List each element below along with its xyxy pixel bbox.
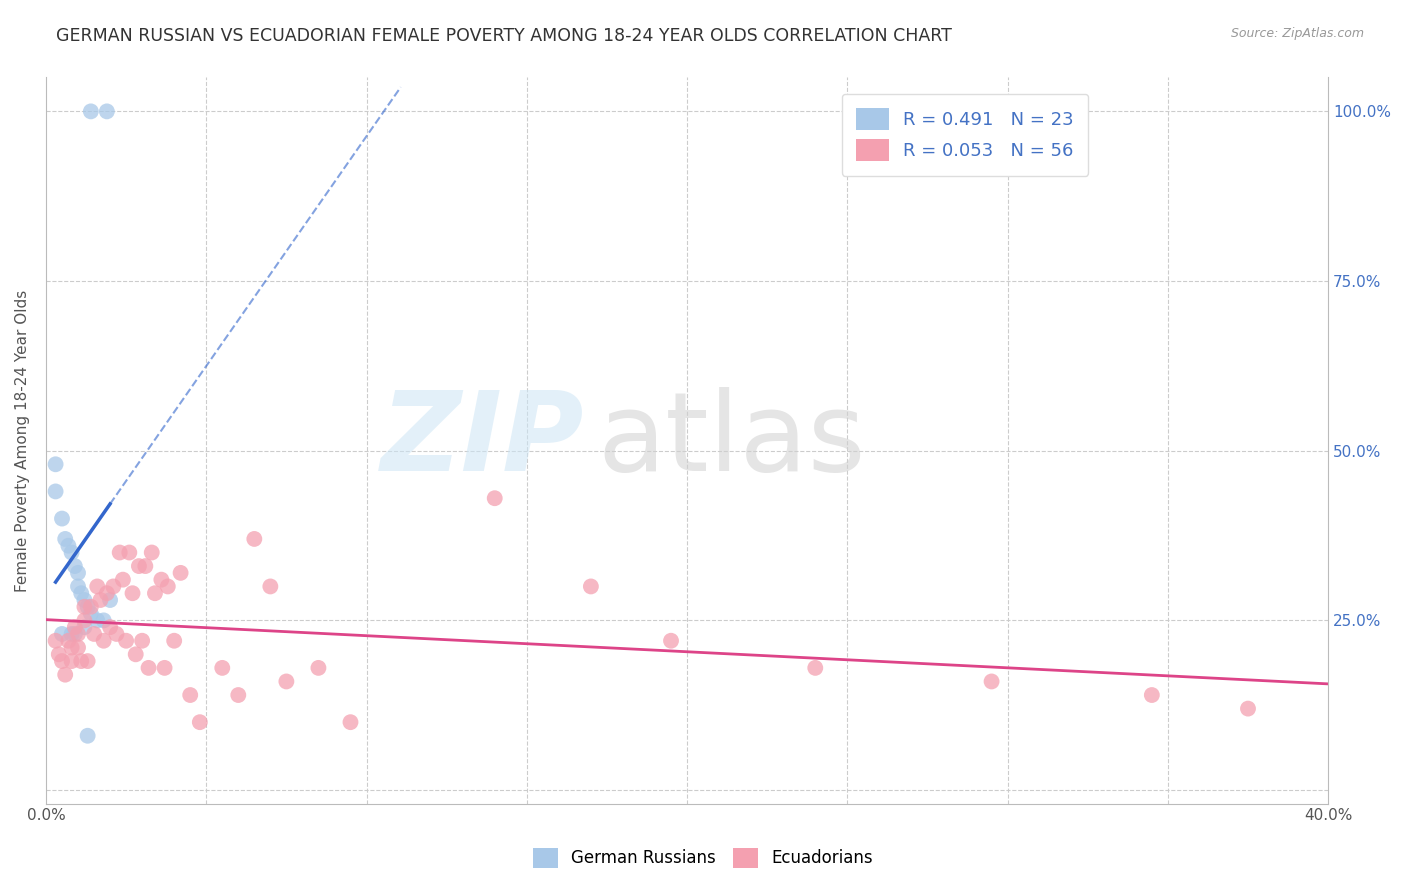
Legend: German Russians, Ecuadorians: German Russians, Ecuadorians bbox=[526, 841, 880, 875]
Point bbox=[51, 627, 73, 641]
Point bbox=[51, 654, 73, 668]
Point bbox=[243, 532, 266, 546]
Point bbox=[66, 566, 89, 580]
Point bbox=[66, 627, 89, 641]
Point bbox=[63, 559, 86, 574]
Point bbox=[98, 620, 121, 634]
Point bbox=[80, 607, 103, 621]
Point bbox=[73, 599, 96, 614]
Point bbox=[73, 620, 96, 634]
Point bbox=[51, 511, 73, 525]
Point bbox=[659, 633, 682, 648]
Point bbox=[211, 661, 233, 675]
Point bbox=[45, 457, 67, 471]
Point bbox=[86, 579, 108, 593]
Point bbox=[1140, 688, 1163, 702]
Point bbox=[226, 688, 249, 702]
Point bbox=[103, 579, 125, 593]
Point bbox=[188, 715, 211, 730]
Point bbox=[804, 661, 827, 675]
Point bbox=[53, 532, 76, 546]
Point bbox=[80, 104, 103, 119]
Point bbox=[93, 613, 115, 627]
Point bbox=[179, 688, 201, 702]
Point bbox=[156, 579, 179, 593]
Point bbox=[86, 613, 108, 627]
Point bbox=[96, 586, 118, 600]
Point bbox=[105, 627, 128, 641]
Point bbox=[45, 484, 67, 499]
Point bbox=[93, 633, 115, 648]
Point bbox=[45, 633, 67, 648]
Point bbox=[66, 640, 89, 655]
Point bbox=[58, 633, 80, 648]
Point bbox=[153, 661, 176, 675]
Point bbox=[60, 545, 83, 559]
Point bbox=[121, 586, 143, 600]
Point bbox=[63, 620, 86, 634]
Point bbox=[73, 613, 96, 627]
Point bbox=[1237, 701, 1260, 715]
Point bbox=[108, 545, 131, 559]
Point bbox=[134, 559, 156, 574]
Point bbox=[143, 586, 166, 600]
Point bbox=[484, 491, 506, 506]
Point bbox=[169, 566, 191, 580]
Point bbox=[48, 648, 70, 662]
Legend: R = 0.491   N = 23, R = 0.053   N = 56: R = 0.491 N = 23, R = 0.053 N = 56 bbox=[842, 94, 1088, 176]
Point bbox=[63, 627, 86, 641]
Point bbox=[339, 715, 361, 730]
Point bbox=[60, 627, 83, 641]
Text: atlas: atlas bbox=[598, 387, 866, 494]
Point bbox=[259, 579, 281, 593]
Point bbox=[115, 633, 138, 648]
Point bbox=[980, 674, 1002, 689]
Point bbox=[98, 593, 121, 607]
Point bbox=[60, 640, 83, 655]
Point bbox=[66, 579, 89, 593]
Point bbox=[307, 661, 329, 675]
Point bbox=[276, 674, 298, 689]
Point bbox=[579, 579, 602, 593]
Point bbox=[76, 599, 98, 614]
Point bbox=[118, 545, 141, 559]
Point bbox=[58, 539, 80, 553]
Point bbox=[60, 654, 83, 668]
Point bbox=[89, 593, 111, 607]
Point bbox=[138, 661, 160, 675]
Point bbox=[125, 648, 148, 662]
Point bbox=[70, 654, 93, 668]
Point bbox=[150, 573, 173, 587]
Point bbox=[96, 104, 118, 119]
Text: Source: ZipAtlas.com: Source: ZipAtlas.com bbox=[1230, 27, 1364, 40]
Point bbox=[128, 559, 150, 574]
Point bbox=[141, 545, 163, 559]
Point bbox=[80, 599, 103, 614]
Point bbox=[131, 633, 153, 648]
Point bbox=[76, 729, 98, 743]
Text: ZIP: ZIP bbox=[381, 387, 585, 494]
Point bbox=[76, 654, 98, 668]
Point bbox=[70, 586, 93, 600]
Y-axis label: Female Poverty Among 18-24 Year Olds: Female Poverty Among 18-24 Year Olds bbox=[15, 289, 30, 591]
Point bbox=[111, 573, 134, 587]
Point bbox=[73, 593, 96, 607]
Point bbox=[83, 627, 105, 641]
Point bbox=[163, 633, 186, 648]
Text: GERMAN RUSSIAN VS ECUADORIAN FEMALE POVERTY AMONG 18-24 YEAR OLDS CORRELATION CH: GERMAN RUSSIAN VS ECUADORIAN FEMALE POVE… bbox=[56, 27, 952, 45]
Point bbox=[53, 667, 76, 681]
